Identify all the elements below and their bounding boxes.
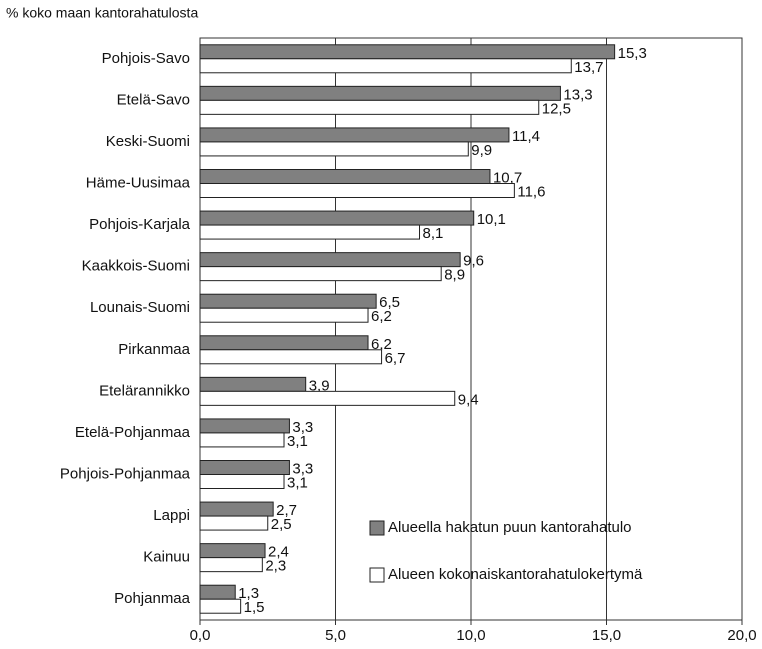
category-label: Pohjois-Karjala — [89, 216, 191, 233]
value-label: 9,4 — [458, 391, 479, 408]
bar — [199, 183, 515, 198]
value-label: 11,6 — [517, 183, 545, 200]
category-label: Häme-Uusimaa — [86, 174, 191, 191]
value-label: 6,2 — [371, 336, 392, 353]
value-label: 6,7 — [385, 350, 406, 367]
value-label: 8,1 — [423, 225, 444, 242]
bar — [199, 293, 377, 309]
x-tick-label: 15,0 — [592, 627, 621, 644]
category-label: Pohjois-Savo — [102, 50, 190, 67]
bar — [199, 335, 369, 351]
value-label: 13,3 — [563, 86, 592, 103]
value-label: 3,1 — [287, 433, 308, 450]
x-tick-label: 0,0 — [190, 627, 211, 644]
value-label: 1,5 — [244, 599, 265, 616]
bar — [199, 543, 266, 559]
bar — [199, 474, 285, 489]
bar — [199, 210, 475, 226]
bar — [199, 252, 461, 268]
bar — [199, 99, 540, 115]
value-label: 2,5 — [271, 516, 292, 533]
category-label: Kainuu — [143, 549, 190, 566]
bar — [199, 432, 285, 448]
bar — [199, 169, 491, 184]
category-label: Pohjois-Pohjanmaa — [60, 465, 191, 482]
value-label: 9,9 — [471, 142, 492, 159]
category-label: Etelä-Savo — [117, 91, 190, 108]
value-label: 12,5 — [542, 100, 571, 117]
value-label: 11,4 — [512, 128, 540, 145]
bar — [199, 501, 274, 517]
value-label: 3,3 — [292, 419, 313, 436]
value-label: 10,1 — [477, 211, 506, 228]
bar — [199, 460, 290, 475]
category-label: Etelä-Pohjanmaa — [75, 424, 191, 441]
bar — [199, 584, 236, 600]
bar — [199, 141, 469, 157]
value-label: 2,3 — [265, 558, 286, 575]
legend-label: Alueen kokonaiskantorahatulokertymä — [388, 566, 643, 583]
value-label: 9,6 — [463, 253, 484, 270]
bar — [199, 224, 421, 240]
value-label: 3,3 — [292, 460, 313, 477]
bar — [199, 127, 510, 143]
value-label: 2,7 — [276, 502, 297, 519]
bar — [199, 557, 263, 573]
value-label: 13,7 — [574, 59, 603, 76]
bar — [199, 85, 561, 101]
value-label: 15,3 — [618, 45, 647, 62]
bar — [199, 349, 383, 365]
category-label: Lappi — [153, 507, 190, 524]
category-label: Keski-Suomi — [106, 133, 190, 150]
bar — [199, 58, 572, 74]
value-label: 6,5 — [379, 294, 400, 311]
category-label: Etelärannikko — [99, 382, 190, 399]
bar — [199, 44, 616, 60]
category-label: Pirkanmaa — [118, 341, 190, 358]
value-label: 2,4 — [268, 544, 289, 561]
axis-label: % koko maan kantorahatulosta — [6, 5, 198, 21]
bar — [199, 390, 456, 406]
legend-swatch — [369, 567, 385, 583]
legend-label: Alueella hakatun puun kantorahatulo — [388, 519, 632, 536]
value-label: 8,9 — [444, 267, 465, 284]
bar — [199, 418, 290, 434]
bar — [199, 515, 269, 531]
value-label: 10,7 — [493, 169, 522, 186]
x-tick-label: 10,0 — [456, 627, 485, 644]
legend-swatch — [369, 520, 385, 536]
x-tick-label: 5,0 — [325, 627, 346, 644]
x-tick-label: 20,0 — [727, 627, 756, 644]
value-label: 3,9 — [309, 377, 330, 394]
bar — [199, 266, 442, 282]
bar — [199, 376, 307, 392]
category-label: Kaakkois-Suomi — [82, 258, 190, 275]
value-label: 3,1 — [287, 474, 308, 491]
category-label: Pohjanmaa — [114, 590, 191, 607]
category-label: Lounais-Suomi — [90, 299, 190, 316]
value-label: 6,2 — [371, 308, 392, 325]
value-label: 1,3 — [238, 585, 259, 602]
bar — [199, 598, 242, 614]
bar — [199, 307, 369, 323]
